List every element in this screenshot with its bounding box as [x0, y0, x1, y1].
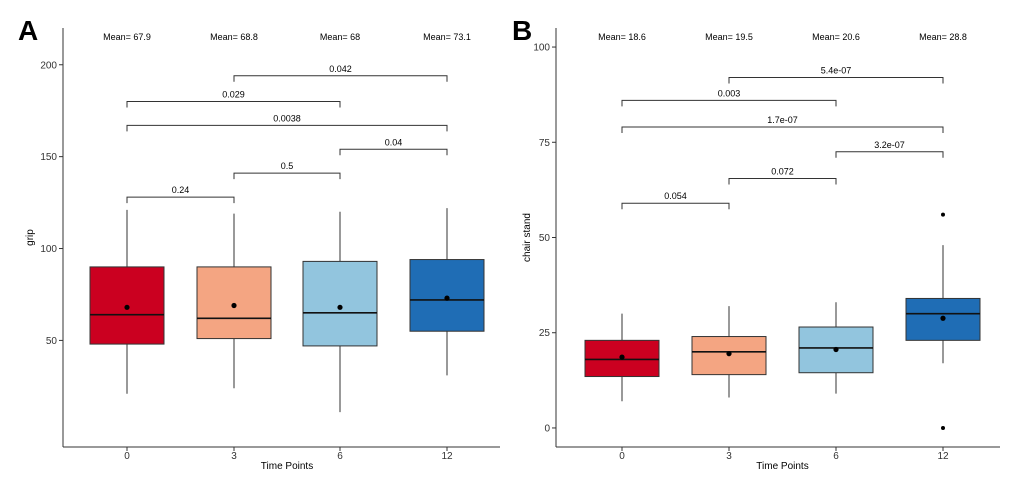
x-tick-label: 3	[231, 451, 237, 462]
y-tick-label: 150	[40, 152, 57, 163]
comparison-bracket	[233, 75, 448, 82]
p-value-label: 0.042	[329, 64, 352, 74]
panel-a: A 50 100 150 200 grip 0 3 6 12 Time Points Mean= 67…	[18, 15, 500, 472]
mean-point	[726, 351, 732, 357]
mean-point	[337, 304, 343, 310]
p-value-label: 0.5	[281, 161, 294, 171]
x-tick-label: 0	[124, 451, 130, 462]
mean-label: Mean= 20.6	[812, 32, 860, 42]
mean-label: Mean= 73.1	[423, 32, 471, 42]
x-tick-label: 0	[619, 451, 625, 462]
x-tick-label: 12	[441, 451, 453, 462]
mean-label: Mean= 19.5	[705, 32, 753, 42]
comparison-bracket	[621, 126, 944, 134]
y-tick-label: 75	[539, 138, 551, 149]
y-tick-label: 25	[539, 328, 551, 339]
p-value-label: 5.4e-07	[821, 66, 852, 76]
p-value-label: 1.7e-07	[767, 115, 798, 125]
p-value-label: 0.054	[664, 191, 687, 201]
y-tick-label: 50	[539, 233, 551, 244]
y-tick-label: 50	[46, 336, 58, 347]
y-axis-title: grip	[25, 229, 36, 246]
mean-label: Mean= 68.8	[210, 32, 258, 42]
p-value-label: 0.04	[385, 137, 403, 147]
p-value-label: 0.0038	[273, 113, 301, 123]
comparison-bracket	[728, 177, 837, 185]
mean-point	[833, 346, 839, 353]
box-12	[409, 259, 485, 332]
p-value-label: 0.003	[718, 88, 741, 98]
box-6	[302, 260, 378, 347]
comparison-bracket	[621, 99, 837, 107]
x-tick-label: 3	[726, 451, 732, 462]
x-axis-title: Time Points	[756, 461, 808, 472]
comparison-bracket	[621, 202, 730, 210]
comparison-bracket	[233, 172, 341, 180]
mean-point	[619, 354, 625, 360]
outlier-point	[941, 212, 945, 217]
panel-letter: B	[512, 15, 532, 46]
mean-label: Mean= 68	[320, 32, 360, 42]
p-value-label: 0.24	[172, 185, 190, 195]
mean-label: Mean= 18.6	[598, 32, 646, 42]
panel-letter: A	[18, 15, 38, 46]
mean-point	[444, 295, 450, 301]
x-tick-label: 12	[937, 451, 949, 462]
outlier-point	[941, 425, 945, 430]
y-tick-label: 100	[533, 43, 550, 54]
x-tick-label: 6	[833, 451, 839, 462]
y-tick-label: 200	[40, 60, 57, 71]
comparison-bracket	[126, 101, 341, 108]
y-tick-label: 100	[40, 244, 57, 255]
p-value-label: 3.2e-07	[874, 140, 905, 150]
x-axis-title: Time Points	[261, 461, 313, 472]
mean-label: Mean= 28.8	[919, 32, 967, 42]
p-value-label: 0.072	[771, 166, 794, 176]
mean-label: Mean= 67.9	[103, 32, 151, 42]
comparison-bracket	[728, 77, 944, 84]
mean-point	[124, 304, 130, 310]
y-tick-label: 0	[544, 423, 550, 434]
y-axis-title: chair stand	[522, 213, 533, 262]
mean-point	[940, 315, 946, 321]
comparison-bracket	[835, 151, 944, 158]
comparison-bracket	[339, 148, 448, 156]
mean-point	[231, 302, 237, 309]
comparison-bracket	[126, 196, 235, 204]
panel-b: B 0 25 50 75 100 chair stand 0 3 6 12 Time Points Me…	[512, 15, 1000, 472]
box-3	[196, 266, 272, 340]
x-tick-label: 6	[337, 451, 343, 462]
comparison-bracket	[126, 124, 448, 132]
p-value-label: 0.029	[222, 90, 245, 100]
